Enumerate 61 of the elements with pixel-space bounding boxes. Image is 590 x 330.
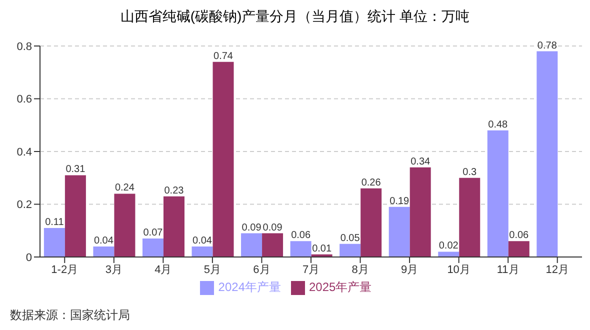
data-label: 0.78 <box>537 40 558 52</box>
data-label: 0.01 <box>312 243 332 254</box>
data-label: 0.02 <box>438 240 459 252</box>
y-tick-label: 0.6 <box>16 94 32 106</box>
x-tick-label: 7月 <box>302 264 320 276</box>
data-label: 0.04 <box>94 235 114 246</box>
data-label: 0.06 <box>291 230 311 242</box>
data-label: 0.24 <box>114 182 135 194</box>
data-label: 0.09 <box>242 222 262 234</box>
bar <box>508 241 530 257</box>
y-tick-label: 0 <box>26 252 32 264</box>
bar <box>410 167 431 257</box>
x-tick-label: 12月 <box>546 264 569 276</box>
data-label: 0.34 <box>410 156 431 168</box>
legend-label: 2024年产量 <box>218 280 281 294</box>
bar <box>163 196 184 257</box>
bar <box>44 228 65 257</box>
data-label: 0.05 <box>340 232 360 244</box>
data-label: 0.3 <box>462 166 478 178</box>
x-tick-label: 8月 <box>352 264 369 276</box>
bar <box>262 233 284 257</box>
x-tick-label: 5月 <box>204 264 222 276</box>
data-label: 0.04 <box>192 235 212 246</box>
bar <box>536 51 558 257</box>
bar <box>290 241 312 257</box>
bar <box>438 252 460 257</box>
legend-label: 2025年产量 <box>309 280 372 294</box>
data-label: 0.26 <box>361 177 382 188</box>
x-tick-label: 6月 <box>253 264 270 276</box>
data-label: 0.23 <box>164 185 184 196</box>
bar <box>142 238 164 257</box>
x-tick-label: 4月 <box>154 264 172 276</box>
bar <box>487 130 508 257</box>
chart-title: 山西省纯碱(碳酸钠)产量分月（当月值）统计 单位：万吨 <box>119 8 471 26</box>
bar <box>340 244 361 257</box>
y-tick-label: 0.2 <box>16 199 32 212</box>
y-tick-label: 0.4 <box>16 146 32 158</box>
bar <box>114 194 136 257</box>
x-tick-label: 1-2月 <box>51 264 78 276</box>
bar <box>241 233 262 257</box>
x-tick-label: 11月 <box>496 264 520 276</box>
bar <box>64 175 86 257</box>
x-tick-label: 9月 <box>400 264 418 276</box>
y-tick-label: 0.8 <box>16 40 32 53</box>
data-label: 0.48 <box>488 119 508 130</box>
bar <box>212 62 234 257</box>
data-label: 0.07 <box>143 228 164 239</box>
bar <box>360 188 382 257</box>
data-label: 0.06 <box>509 230 530 242</box>
data-label: 0.09 <box>262 222 283 234</box>
bar <box>459 178 480 257</box>
bar <box>388 206 410 257</box>
x-tick-label: 10月 <box>447 264 470 276</box>
data-label: 0.19 <box>390 196 410 207</box>
x-tick-label: 3月 <box>105 264 122 276</box>
data-label: 0.31 <box>66 164 86 176</box>
source-note: 数据来源：国家统计局 <box>10 307 130 324</box>
bar <box>93 246 114 257</box>
data-label: 0.11 <box>45 216 64 228</box>
bar <box>192 246 213 257</box>
data-label: 0.74 <box>214 50 234 62</box>
